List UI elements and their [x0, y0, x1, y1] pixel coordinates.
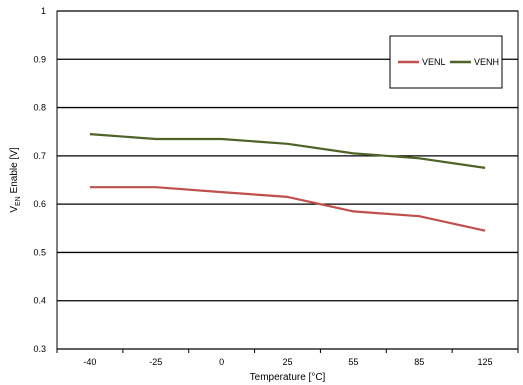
series-line-venh — [89, 133, 486, 169]
y-tick-label: 0.9 — [33, 54, 46, 64]
x-tick-label: 25 — [282, 357, 292, 367]
y-axis-label-sub: EN — [15, 196, 22, 206]
y-axis-label-rest: Enable [V] — [9, 147, 20, 196]
plot-frame — [56, 10, 519, 350]
series-line-venl — [89, 186, 486, 232]
legend-label-venh: VENH — [474, 57, 499, 67]
y-tick-label: 0.8 — [33, 103, 46, 113]
x-axis-label: Temperature [°C] — [250, 372, 326, 383]
y-tick-label: 0.5 — [33, 247, 46, 257]
y-axis-label-main: V — [9, 206, 20, 213]
x-tick-label: -40 — [83, 357, 96, 367]
y-tick-label: 0.6 — [33, 199, 46, 209]
gridlines — [57, 10, 518, 350]
x-tick-labels: -40 -25 0 25 55 85 125 — [56, 349, 519, 367]
series-lines — [89, 133, 486, 232]
legend-label-venl: VENL — [422, 57, 446, 67]
y-tick-label: 0.3 — [33, 344, 46, 354]
x-tick-label: 0 — [219, 357, 224, 367]
y-axis-label: VEN Enable [V] — [9, 147, 22, 213]
y-tick-label: 1 — [41, 6, 46, 16]
y-tick-label: 0.7 — [33, 151, 46, 161]
y-tick-labels: 0.3 0.4 0.5 0.6 0.7 0.8 0.9 1 — [33, 6, 46, 354]
x-tick-label: 125 — [478, 357, 493, 367]
y-tick-label: 0.4 — [33, 296, 46, 306]
legend: VENL VENH — [389, 35, 503, 89]
x-tick-label: 55 — [348, 357, 358, 367]
x-tick-label: 85 — [414, 357, 424, 367]
x-tick-label: -25 — [149, 357, 162, 367]
